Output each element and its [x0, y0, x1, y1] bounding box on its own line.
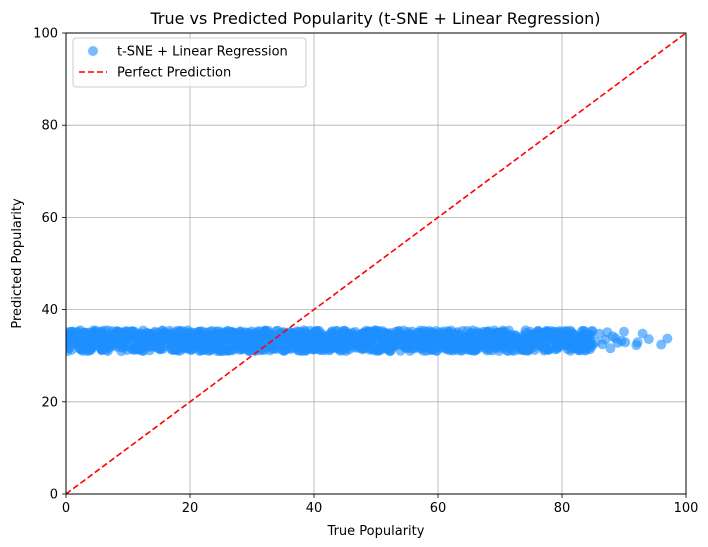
scatter-point — [605, 343, 616, 354]
x-tick-label: 80 — [554, 501, 571, 516]
scatter-series — [66, 325, 673, 357]
scatter-point — [656, 339, 667, 350]
x-tick-label: 60 — [430, 501, 447, 516]
x-tick-label: 20 — [182, 501, 199, 516]
scatter-point — [632, 337, 643, 348]
legend-box — [72, 37, 307, 88]
y-tick-label: 60 — [41, 211, 58, 226]
x-tick-label: 40 — [306, 501, 323, 516]
chart-title: True vs Predicted Popularity (t-SNE + Li… — [149, 9, 600, 28]
y-tick-label: 80 — [41, 119, 58, 134]
x-axis-ticks: 0 20 40 60 80 100 — [62, 494, 699, 516]
x-tick-label: 100 — [674, 501, 699, 516]
y-tick-label: 100 — [33, 27, 58, 42]
plot-frame — [65, 32, 687, 495]
scatter-point — [662, 333, 673, 344]
perfect-prediction-line — [66, 33, 686, 494]
scatter-point — [643, 334, 654, 345]
legend-scatter-label: t-SNE + Linear Regression — [117, 45, 288, 60]
scatter-point — [594, 328, 605, 339]
x-axis-label: True Popularity — [327, 524, 425, 539]
y-axis-ticks: 0 20 40 60 80 100 — [33, 27, 66, 503]
scatter-point — [620, 337, 631, 348]
y-tick-label: 20 — [41, 395, 58, 410]
legend-line-label: Perfect Prediction — [117, 66, 231, 81]
y-axis-label: Predicted Popularity — [10, 198, 25, 329]
legend-scatter-marker — [88, 46, 98, 56]
y-tick-label: 40 — [41, 303, 58, 318]
scatter-point — [585, 330, 596, 341]
grid — [65, 32, 687, 495]
legend: t-SNE + Linear Regression Perfect Predic… — [72, 37, 307, 88]
perfect-prediction-series — [66, 33, 686, 494]
y-tick-label: 0 — [50, 488, 58, 503]
scatter-point — [619, 326, 629, 337]
plot-area — [66, 33, 686, 494]
x-tick-label: 0 — [62, 501, 70, 516]
